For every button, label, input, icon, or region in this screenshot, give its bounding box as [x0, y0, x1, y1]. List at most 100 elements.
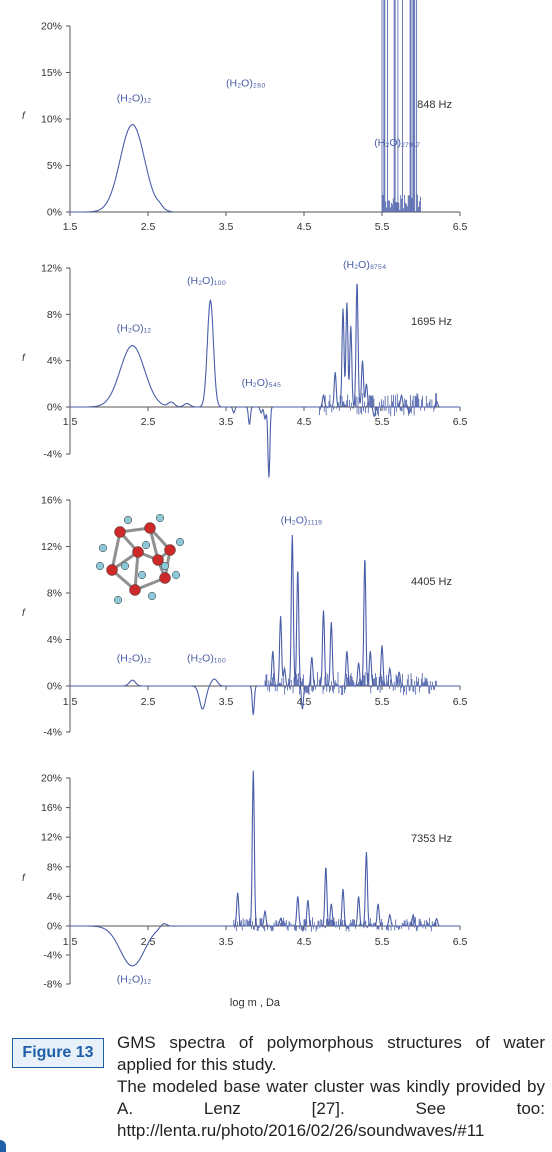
oxygen-atom — [164, 544, 176, 556]
y-tick-label: 20% — [41, 21, 62, 33]
corner-decoration — [0, 1140, 6, 1152]
frequency-label: 4405 Hz — [411, 576, 452, 588]
spectra-figure: 0% 5% 10% 15% 20% 1.5 2.5 3.5 4.5 5.5 6.5 f 848 Hz (H… — [22, 0, 468, 1009]
frequency-label: 1695 Hz — [411, 316, 452, 328]
hydrogen-atom — [160, 561, 170, 571]
x-tick-label: 3.5 — [219, 416, 234, 428]
y-tick-label: 8% — [47, 309, 62, 321]
figure-label: Figure 13 — [12, 1038, 104, 1068]
hydrogen-atom — [147, 591, 157, 601]
x-tick-label: 4.5 — [297, 221, 312, 233]
x-tick-label: 1.5 — [63, 221, 78, 233]
y-axis-label: f — [22, 353, 26, 364]
hydrogen-atom — [155, 513, 165, 523]
series-3 — [70, 770, 460, 967]
hydrogen-atom — [171, 570, 181, 580]
y-tick-label: 16% — [41, 802, 62, 814]
x-tick-label: 2.5 — [141, 696, 156, 708]
y-tick-label: 0% — [47, 207, 62, 219]
y-tick-label: 12% — [41, 832, 62, 844]
hydrogen-bond — [110, 531, 122, 571]
x-tick-label: 5.5 — [375, 936, 390, 948]
oxygen-atom — [106, 564, 118, 576]
y-tick-label: 16% — [41, 495, 62, 507]
hydrogen-atom — [137, 570, 147, 580]
x-tick-label: 5.5 — [375, 696, 390, 708]
series-0 — [70, 0, 421, 213]
hydrogen-atom — [95, 561, 105, 571]
x-tick-label: 5.5 — [375, 221, 390, 233]
y-tick-label: 10% — [41, 114, 62, 126]
y-axis-label: f — [22, 111, 26, 122]
oxygen-atom — [144, 522, 156, 534]
y-tick-label: 12% — [41, 541, 62, 553]
series-1 — [70, 283, 460, 478]
y-tick-label: 4% — [47, 634, 62, 646]
y-axis-label: f — [22, 608, 26, 619]
y-tick-label: 20% — [41, 773, 62, 785]
peak-annotation: (H₂O)₁₀₀ — [187, 653, 226, 665]
x-tick-label: 1.5 — [63, 416, 78, 428]
caption-line-2: The modeled base water cluster was kindl… — [117, 1077, 545, 1140]
y-tick-label: 8% — [47, 588, 62, 600]
frequency-label: 848 Hz — [417, 99, 452, 111]
hydrogen-atom — [98, 543, 108, 553]
series-line — [70, 124, 173, 213]
figure-caption-block: Figure 13 GMS spectra of polymorphous st… — [0, 1032, 552, 1152]
y-tick-label: -8% — [43, 979, 62, 991]
water-cluster-illustration — [95, 513, 185, 605]
peak-annotation: (H₂O)₁₂ — [117, 974, 151, 986]
x-tick-label: 4.5 — [297, 416, 312, 428]
x-tick-label: 4.5 — [297, 696, 312, 708]
hydrogen-atom — [141, 540, 151, 550]
x-tick-label: 3.5 — [219, 696, 234, 708]
y-tick-label: 5% — [47, 160, 62, 172]
y-tick-label: 0% — [47, 681, 62, 693]
peak-annotation: (H₂O)₁₂ — [117, 92, 151, 104]
y-tick-label: 0% — [47, 921, 62, 933]
x-tick-label: 1.5 — [63, 696, 78, 708]
peak-annotation: (H₂O)₁₀₀ — [187, 275, 226, 287]
y-tick-label: 4% — [47, 355, 62, 367]
caption-line-1: GMS spectra of polymorphous structures o… — [117, 1033, 545, 1074]
x-tick-label: 6.5 — [453, 936, 468, 948]
y-tick-label: 8% — [47, 861, 62, 873]
oxygen-atom — [129, 584, 141, 596]
peak-annotation: (H₂O)₁₂ — [117, 323, 151, 335]
series-line — [70, 283, 460, 478]
x-tick-label: 5.5 — [375, 416, 390, 428]
peak-annotation: (H₂O)₂₈₀ — [226, 77, 266, 89]
oxygen-atom — [114, 526, 126, 538]
x-tick-label: 3.5 — [219, 221, 234, 233]
y-tick-label: 0% — [47, 402, 62, 414]
hydrogen-atom — [123, 515, 133, 525]
peak-annotation: (H₂O)₂₇₉₁₇ — [374, 137, 420, 149]
hydrogen-bond — [133, 551, 140, 591]
y-tick-label: 15% — [41, 67, 62, 79]
peak-annotation: (H₂O)₁₂ — [117, 653, 151, 665]
frequency-label: 7353 Hz — [411, 833, 452, 845]
hydrogen-atom — [120, 561, 130, 571]
x-tick-label: 4.5 — [297, 936, 312, 948]
y-tick-label: -4% — [43, 727, 62, 739]
peak-annotation: (H₂O)₁₁₁₉ — [281, 514, 323, 526]
oxygen-atom — [159, 572, 171, 584]
oxygen-atom — [152, 554, 164, 566]
series-line — [70, 770, 460, 967]
x-tick-label: 6.5 — [453, 221, 468, 233]
hydrogen-atom — [175, 537, 185, 547]
peak-annotation: (H₂O)₅₄₅ — [242, 377, 282, 389]
x-axis-label: log m , Da — [230, 997, 281, 1009]
y-tick-label: 12% — [41, 263, 62, 275]
x-tick-label: 2.5 — [141, 936, 156, 948]
peak-annotation: (H₂O)₈₇₅₄ — [343, 259, 386, 271]
x-tick-label: 1.5 — [63, 936, 78, 948]
y-axis-label: f — [22, 873, 26, 884]
y-tick-label: -4% — [43, 449, 62, 461]
y-tick-label: 4% — [47, 891, 62, 903]
x-tick-label: 6.5 — [453, 416, 468, 428]
figure-caption: GMS spectra of polymorphous structures o… — [117, 1032, 545, 1142]
hydrogen-atom — [113, 595, 123, 605]
y-tick-label: -4% — [43, 950, 62, 962]
x-tick-label: 2.5 — [141, 221, 156, 233]
